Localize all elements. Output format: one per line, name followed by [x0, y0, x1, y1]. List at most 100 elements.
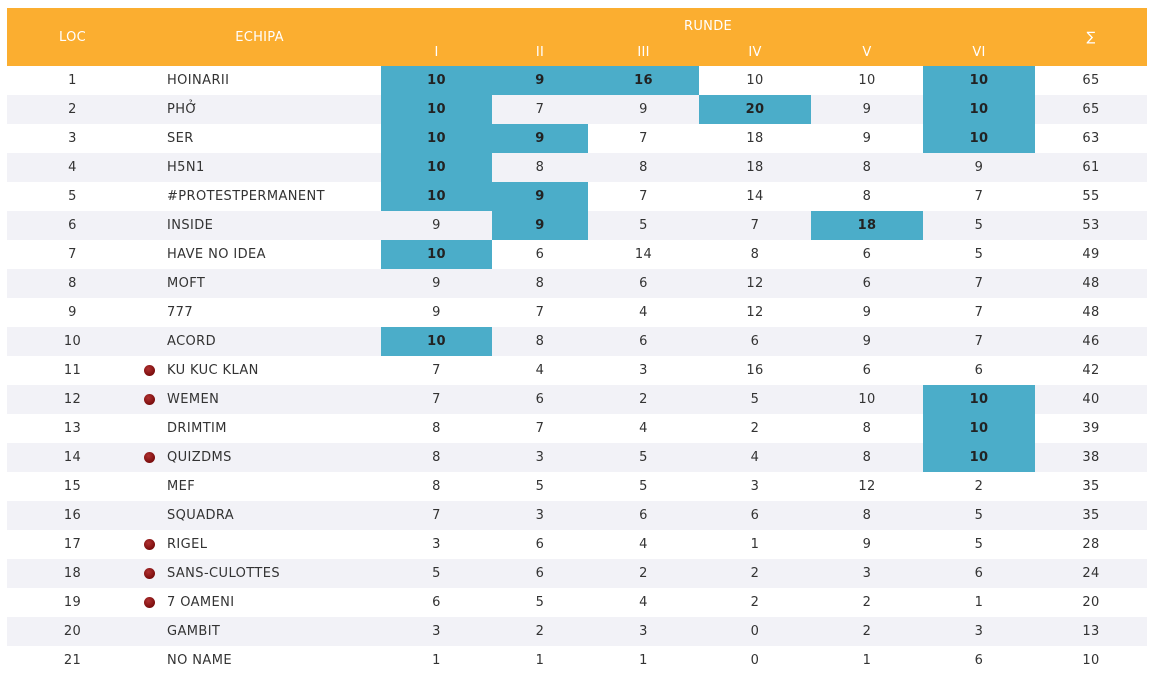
team-name-cell: 7 OAMENI: [159, 588, 382, 617]
score-cell-round-1: 10: [381, 124, 493, 153]
score-cell-round-3: 8: [588, 153, 700, 182]
score-cell-round-6: 10: [923, 124, 1036, 153]
total-cell: 55: [1035, 182, 1148, 211]
score-cell-round-4: 14: [699, 182, 812, 211]
header-round-5[interactable]: V: [811, 38, 924, 66]
total-cell: 28: [1035, 530, 1148, 559]
rank-cell: 8: [7, 269, 138, 298]
total-cell: 65: [1035, 66, 1148, 95]
team-name-cell: SER: [159, 124, 382, 153]
total-cell: 61: [1035, 153, 1148, 182]
score-cell-round-6: 3: [923, 617, 1036, 646]
rank-cell: 16: [7, 501, 138, 530]
team-name-cell: SANS-CULOTTES: [159, 559, 382, 588]
table-row: 19 7 OAMENI 6 5 4 2 2 1 20: [7, 588, 1148, 617]
rank-cell: 20: [7, 617, 138, 646]
total-cell: 63: [1035, 124, 1148, 153]
score-cell-round-6: 10: [923, 414, 1036, 443]
header-round-3[interactable]: III: [588, 38, 700, 66]
marker-cell: [138, 646, 159, 675]
score-cell-round-4: 20: [699, 95, 812, 124]
total-cell: 65: [1035, 95, 1148, 124]
score-cell-round-6: 10: [923, 385, 1036, 414]
score-cell-round-2: 5: [492, 472, 589, 501]
marker-cell: [138, 443, 159, 472]
score-cell-round-4: 16: [699, 356, 812, 385]
rank-cell: 2: [7, 95, 138, 124]
table-row: 10 ACORD 10 8 6 6 9 7 46: [7, 327, 1148, 356]
total-cell: 48: [1035, 298, 1148, 327]
table-row: 15 MEF 8 5 5 3 12 2 35: [7, 472, 1148, 501]
marker-cell: [138, 617, 159, 646]
score-cell-round-5: 10: [811, 385, 924, 414]
score-cell-round-2: 8: [492, 269, 589, 298]
header-loc[interactable]: LOC: [7, 8, 138, 66]
total-cell: 53: [1035, 211, 1148, 240]
header-round-6[interactable]: VI: [923, 38, 1036, 66]
score-cell-round-3: 1: [588, 646, 700, 675]
header-round-1[interactable]: I: [381, 38, 493, 66]
total-cell: 49: [1035, 240, 1148, 269]
score-cell-round-1: 10: [381, 153, 493, 182]
score-cell-round-1: 3: [381, 530, 493, 559]
team-name-cell: MEF: [159, 472, 382, 501]
score-cell-round-2: 7: [492, 414, 589, 443]
team-name-cell: WEMEN: [159, 385, 382, 414]
team-name-cell: ACORD: [159, 327, 382, 356]
table-row: 21 NO NAME 1 1 1 0 1 6 10: [7, 646, 1148, 675]
table-row: 17 RIGEL 3 6 4 1 9 5 28: [7, 530, 1148, 559]
marker-cell: [138, 414, 159, 443]
rank-cell: 6: [7, 211, 138, 240]
rank-cell: 21: [7, 646, 138, 675]
score-cell-round-2: 6: [492, 385, 589, 414]
score-cell-round-4: 6: [699, 501, 812, 530]
table-row: 7 HAVE NO IDEA 10 6 14 8 6 5 49: [7, 240, 1148, 269]
score-cell-round-2: 8: [492, 153, 589, 182]
table-row: 5 #PROTESTPERMANENT 10 9 7 14 8 7 55: [7, 182, 1148, 211]
score-cell-round-1: 7: [381, 385, 493, 414]
score-cell-round-3: 2: [588, 385, 700, 414]
score-cell-round-6: 5: [923, 240, 1036, 269]
score-cell-round-1: 3: [381, 617, 493, 646]
score-cell-round-6: 5: [923, 501, 1036, 530]
rank-cell: 17: [7, 530, 138, 559]
team-name-cell: H5N1: [159, 153, 382, 182]
score-cell-round-1: 10: [381, 95, 493, 124]
score-cell-round-3: 7: [588, 182, 700, 211]
score-cell-round-4: 18: [699, 124, 812, 153]
marker-cell: [138, 588, 159, 617]
marker-cell: [138, 211, 159, 240]
score-cell-round-5: 6: [811, 269, 924, 298]
header-round-4[interactable]: IV: [699, 38, 812, 66]
marker-cell: [138, 472, 159, 501]
score-cell-round-6: 6: [923, 646, 1036, 675]
rank-cell: 15: [7, 472, 138, 501]
rank-cell: 9: [7, 298, 138, 327]
marker-cell: [138, 124, 159, 153]
score-cell-round-5: 9: [811, 124, 924, 153]
score-cell-round-5: 1: [811, 646, 924, 675]
rank-cell: 4: [7, 153, 138, 182]
team-name-cell: NO NAME: [159, 646, 382, 675]
marker-dot-icon: [144, 394, 155, 405]
header-echipa[interactable]: ECHIPA: [138, 8, 382, 66]
table-row: 6 INSIDE 9 9 5 7 18 5 53: [7, 211, 1148, 240]
marker-cell: [138, 66, 159, 95]
standings-table: LOC ECHIPA RUNDE ∑ I II III IV V VI 1 HOI…: [7, 8, 1148, 675]
score-cell-round-4: 8: [699, 240, 812, 269]
header-sum[interactable]: ∑: [1035, 8, 1148, 66]
score-cell-round-2: 9: [492, 211, 589, 240]
marker-cell: [138, 530, 159, 559]
header-round-2[interactable]: II: [492, 38, 589, 66]
score-cell-round-4: 5: [699, 385, 812, 414]
score-cell-round-1: 9: [381, 211, 493, 240]
score-cell-round-1: 7: [381, 356, 493, 385]
score-cell-round-1: 10: [381, 327, 493, 356]
score-cell-round-5: 9: [811, 298, 924, 327]
score-cell-round-6: 9: [923, 153, 1036, 182]
marker-cell: [138, 182, 159, 211]
score-cell-round-5: 12: [811, 472, 924, 501]
score-cell-round-3: 4: [588, 298, 700, 327]
score-cell-round-2: 6: [492, 530, 589, 559]
